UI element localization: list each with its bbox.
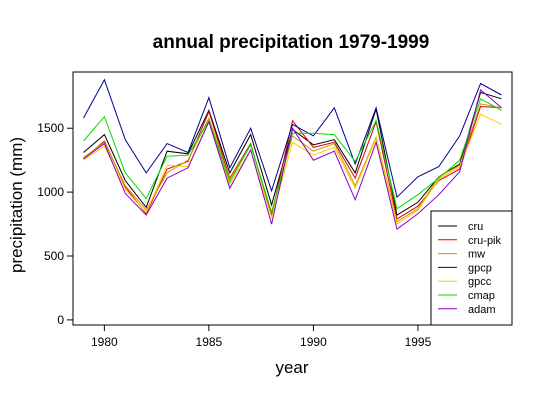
x-tick-label: 1990	[300, 335, 327, 349]
series-line-gpcp	[83, 78, 502, 199]
x-tick-label: 1995	[405, 335, 432, 349]
legend-box	[430, 210, 513, 326]
series-line-gpcc	[83, 113, 502, 225]
y-tick-label: 1000	[37, 185, 64, 199]
series-line-cru	[83, 91, 502, 216]
legend-label-cmap: cmap	[468, 290, 495, 302]
legend-label-cru-pik: cru-pik	[468, 235, 502, 247]
y-axis-label: precipitation (mm)	[7, 137, 26, 273]
y-tick-label: 1500	[37, 121, 64, 135]
legend-label-mw: mw	[468, 249, 485, 261]
x-axis-label: year	[275, 358, 308, 377]
chart-title: annual precipitation 1979-1999	[153, 32, 430, 53]
series-line-adam	[83, 88, 502, 231]
series-line-cmap	[83, 98, 502, 215]
plot-frame	[72, 71, 513, 326]
legend-label-cru: cru	[468, 221, 483, 233]
series-line-cru-pik	[83, 105, 502, 220]
legend-label-gpcc: gpcc	[468, 276, 492, 288]
x-tick-label: 1980	[91, 335, 118, 349]
y-tick-label: 0	[57, 313, 64, 327]
x-tick-label: 1985	[196, 335, 223, 349]
y-tick-label: 500	[44, 249, 64, 263]
legend-label-adam: adam	[468, 304, 496, 316]
legend-label-gpcp: gpcp	[468, 262, 492, 274]
